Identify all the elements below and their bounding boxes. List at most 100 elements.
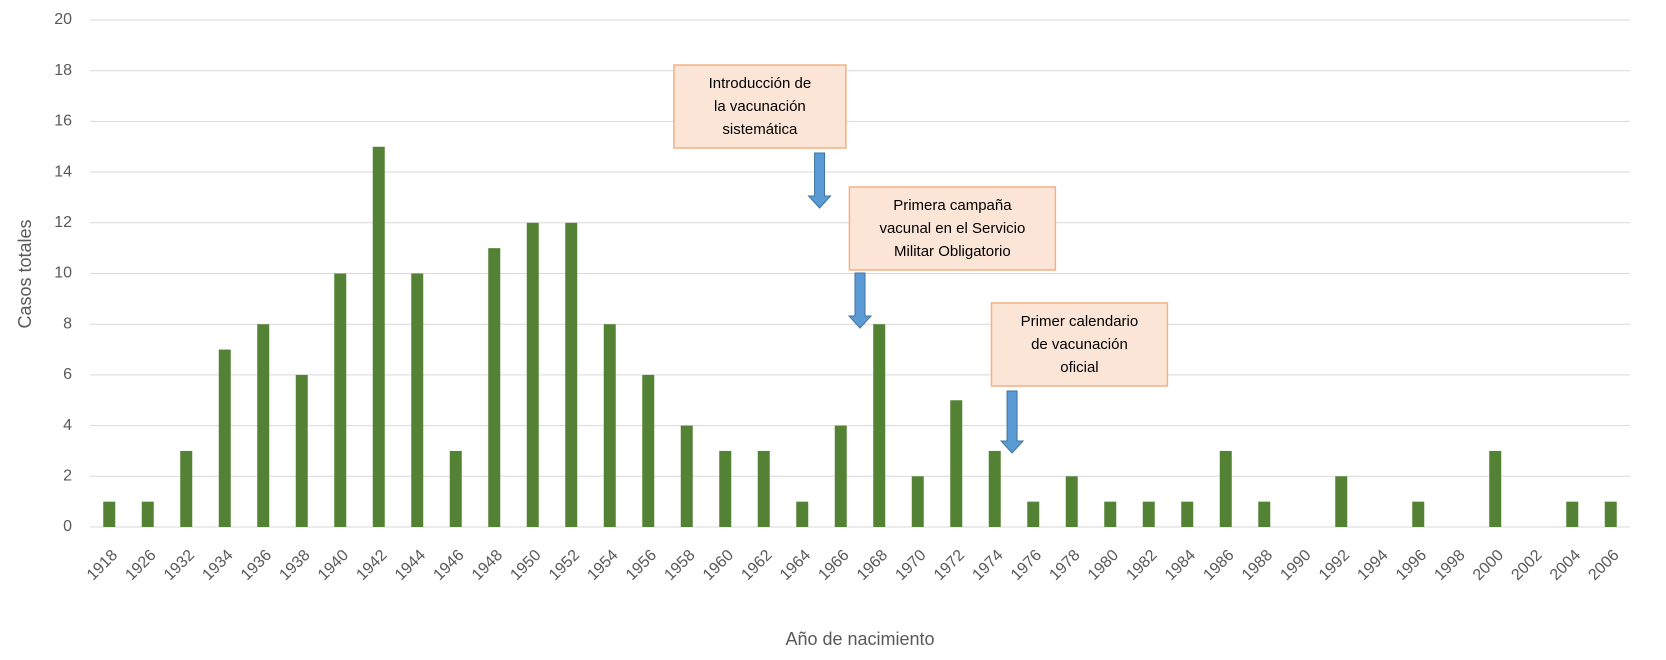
y-tick-label: 14 xyxy=(54,163,72,180)
x-tick-label: 1990 xyxy=(1277,547,1314,584)
bar xyxy=(334,273,347,527)
bar xyxy=(719,450,732,527)
bar xyxy=(757,450,770,527)
annotation-text: sistemática xyxy=(722,121,798,138)
x-tick-label: 1974 xyxy=(969,547,1006,584)
bar xyxy=(1065,476,1078,527)
bar xyxy=(1489,450,1502,527)
bar xyxy=(103,501,116,527)
x-tick-label: 2002 xyxy=(1508,547,1545,584)
x-tick-label: 1952 xyxy=(546,547,583,584)
y-tick-label: 2 xyxy=(63,468,72,485)
bar xyxy=(1027,501,1040,527)
bar xyxy=(218,349,231,527)
x-tick-label: 1984 xyxy=(1162,547,1199,584)
annotation: Primera campaña vacunal en el Servicio Mil… xyxy=(847,186,1057,329)
bar xyxy=(488,248,501,527)
bar xyxy=(1104,501,1117,527)
annotation-box xyxy=(673,64,847,149)
y-tick-label: 20 xyxy=(54,11,72,28)
x-tick-label: 1942 xyxy=(353,547,390,584)
y-tick-label: 8 xyxy=(63,315,72,332)
x-tick-label: 1972 xyxy=(931,547,968,584)
y-tick-label: 18 xyxy=(54,62,72,79)
x-tick-label: 2004 xyxy=(1547,547,1584,584)
annotation-text: Militar Obligatorio xyxy=(894,243,1011,260)
y-tick-label: 12 xyxy=(54,214,72,231)
x-tick-label: 1926 xyxy=(122,547,159,584)
bar xyxy=(1181,501,1194,527)
bar xyxy=(796,501,809,527)
x-tick-label: 1918 xyxy=(84,547,121,584)
x-tick-label: 2000 xyxy=(1470,547,1507,584)
x-tick-label: 1960 xyxy=(700,547,737,584)
x-tick-label: 1976 xyxy=(1008,547,1045,584)
annotation-text: oficial xyxy=(1060,359,1098,376)
x-axis-title: Año de nacimiento xyxy=(785,629,934,649)
bar xyxy=(1219,450,1232,527)
bar xyxy=(1566,501,1579,527)
annotation: Primer calendario de vacunación oficial xyxy=(990,302,1169,454)
y-tick-label: 16 xyxy=(54,113,72,130)
bar xyxy=(950,400,963,527)
bar xyxy=(411,273,424,527)
y-tick-label: 0 xyxy=(63,518,72,535)
annotation-text: Primera campaña xyxy=(893,197,1012,214)
x-tick-label: 1978 xyxy=(1046,547,1083,584)
x-tick-label: 1982 xyxy=(1123,547,1160,584)
x-tick-label: 1988 xyxy=(1239,547,1276,584)
x-tick-label: 1932 xyxy=(161,547,198,584)
x-tick-label: 1968 xyxy=(854,547,891,584)
x-tick-label: 1944 xyxy=(392,547,429,584)
x-tick-label: 1966 xyxy=(815,547,852,584)
bar xyxy=(526,222,539,528)
x-tick-label: 1998 xyxy=(1431,547,1468,584)
bar xyxy=(834,425,847,527)
annotation-arrow xyxy=(999,390,1025,454)
y-tick-label: 4 xyxy=(63,417,72,434)
x-tick-label: 1946 xyxy=(430,547,467,584)
x-tick-label: 1954 xyxy=(584,547,621,584)
bar xyxy=(565,222,578,528)
x-tick-label: 1980 xyxy=(1085,547,1122,584)
y-tick-label: 6 xyxy=(63,366,72,383)
bar xyxy=(1604,501,1617,527)
bar xyxy=(257,324,270,527)
x-tick-label: 1956 xyxy=(623,547,660,584)
x-tick-label: 1986 xyxy=(1200,547,1237,584)
annotation-arrow xyxy=(847,272,873,329)
bar xyxy=(372,146,385,527)
bar xyxy=(1258,501,1271,527)
annotation-text: de vacunación xyxy=(1031,336,1128,353)
bar xyxy=(180,450,193,527)
annotation-text: Primer calendario xyxy=(1021,313,1139,330)
x-tick-label: 1970 xyxy=(892,547,929,584)
x-tick-label: 1964 xyxy=(777,547,814,584)
x-tick-label: 2006 xyxy=(1585,547,1622,584)
x-tick-label: 1948 xyxy=(469,547,506,584)
bar xyxy=(988,450,1001,527)
bar xyxy=(603,324,616,527)
x-tick-label: 1996 xyxy=(1393,547,1430,584)
bar xyxy=(1142,501,1155,527)
x-tick-label: 1950 xyxy=(507,547,544,584)
x-tick-label: 1994 xyxy=(1354,547,1391,584)
bar xyxy=(449,450,462,527)
bar xyxy=(680,425,693,527)
y-tick-label: 10 xyxy=(54,265,72,282)
bar xyxy=(911,476,924,527)
x-tick-label: 1938 xyxy=(276,547,313,584)
x-tick-label: 1936 xyxy=(238,547,275,584)
annotation-box xyxy=(990,302,1169,387)
x-tick-label: 1962 xyxy=(738,547,775,584)
bar xyxy=(141,501,154,527)
annotation-arrow xyxy=(807,152,832,209)
annotation: Introducción de la vacunación sistemática xyxy=(673,64,847,209)
x-tick-label: 1940 xyxy=(315,547,352,584)
x-tick-label: 1934 xyxy=(199,547,236,584)
annotation-text: la vacunación xyxy=(714,98,806,115)
annotation-text: vacunal en el Servicio xyxy=(879,220,1025,237)
bar xyxy=(1412,501,1425,527)
annotation-text: Introducción de xyxy=(709,75,812,92)
